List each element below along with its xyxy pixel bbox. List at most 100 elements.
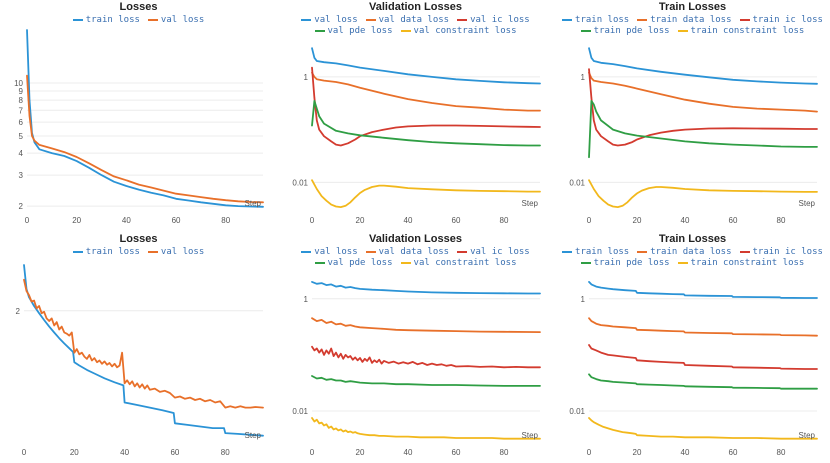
legend-item[interactable]: val loss <box>301 247 358 258</box>
series-line-val-constraint-loss[interactable] <box>311 179 541 209</box>
legend-swatch <box>562 18 573 21</box>
y-tick-label: 1 <box>581 295 586 304</box>
plot-area[interactable]: 0.01 1 0 20 40 60 80 Step <box>277 232 554 463</box>
legend-item[interactable]: train constraint loss <box>677 26 804 37</box>
legend-label: val data loss <box>378 15 450 25</box>
legend-item[interactable]: train loss <box>72 247 140 258</box>
x-tick-label: 80 <box>500 448 509 457</box>
series-line-train-pde-loss[interactable] <box>588 100 818 159</box>
y-tick-label: 1 <box>581 73 586 82</box>
legend-swatch <box>457 250 468 253</box>
legend-item[interactable]: val pde loss <box>314 26 393 37</box>
series-line-val-pde-loss[interactable] <box>311 100 541 147</box>
legend-label: train data loss <box>650 247 732 257</box>
legend-swatch <box>580 261 591 264</box>
series-line-val-data-loss[interactable] <box>311 317 541 333</box>
series-line-val-constraint-loss[interactable] <box>311 417 541 440</box>
legend-swatch <box>147 250 158 253</box>
legend-item[interactable]: train pde loss <box>580 258 670 269</box>
y-tick-label: 4 <box>19 149 24 158</box>
legend-label: val ic loss <box>470 15 530 25</box>
legend-item[interactable]: train data loss <box>637 15 732 26</box>
x-axis-label: Step <box>799 431 816 440</box>
legend-item[interactable]: val constraint loss <box>400 26 516 37</box>
series-line-train-data-loss[interactable] <box>588 317 818 337</box>
legend-item[interactable]: val loss <box>147 15 204 26</box>
series-line-train-constraint-loss[interactable] <box>588 417 818 440</box>
y-tick-label: 5 <box>19 132 24 141</box>
train-losses-chart-bottom: Train Losses train loss train data loss tr… <box>554 232 830 463</box>
legend-item[interactable]: train ic loss <box>739 247 823 258</box>
legend-item[interactable]: val constraint loss <box>400 258 516 269</box>
chart-title: Validation Losses <box>369 1 462 13</box>
series-line-train-constraint-loss[interactable] <box>588 179 818 209</box>
y-tick-label: 0.01 <box>292 407 308 416</box>
legend-item[interactable]: train data loss <box>637 247 732 258</box>
series-line-val-ic-loss[interactable] <box>311 345 541 369</box>
series-line-val-loss[interactable] <box>23 278 264 409</box>
x-axis-label: Step <box>245 431 262 440</box>
legend-item[interactable]: train pde loss <box>580 26 670 37</box>
series-line-train-data-loss[interactable] <box>588 71 818 113</box>
x-tick-label: 80 <box>777 448 786 457</box>
series-line-train-loss[interactable] <box>588 281 818 299</box>
legend-item[interactable]: train constraint loss <box>677 258 804 269</box>
legend-item[interactable]: train loss <box>562 15 629 26</box>
x-tick-label: 80 <box>221 216 230 225</box>
plot-area[interactable]: 0.01 1 0 20 40 60 80 Step <box>554 0 830 231</box>
plot-area[interactable]: 0.01 1 0 20 40 60 80 Step <box>554 232 830 463</box>
x-tick-label: 60 <box>729 448 738 457</box>
validation-losses-chart-top: Validation Losses val loss val data loss v… <box>277 0 554 231</box>
legend-item[interactable]: train loss <box>72 15 140 26</box>
legend-row: val pde loss val constraint loss <box>277 26 554 37</box>
series-line-train-loss[interactable] <box>23 264 264 437</box>
legend-swatch <box>400 29 411 32</box>
legend-row: train pde loss train constraint loss <box>554 26 830 37</box>
legend-swatch <box>72 250 83 253</box>
legend-item[interactable]: train ic loss <box>739 15 823 26</box>
legend-swatch <box>314 29 325 32</box>
legend-item[interactable]: val data loss <box>365 15 450 26</box>
y-tick-label: 9 <box>19 87 24 96</box>
series-line-val-pde-loss[interactable] <box>311 375 541 387</box>
legend-swatch <box>562 250 573 253</box>
legend-row: train loss train data loss train ic loss <box>554 15 830 26</box>
series-line-train-loss[interactable] <box>588 47 818 85</box>
y-tick-label: 3 <box>19 171 24 180</box>
legend-swatch <box>637 18 648 21</box>
x-tick-label: 40 <box>122 216 131 225</box>
legend-row: train loss train data loss train ic loss <box>554 247 830 258</box>
legend-item[interactable]: val pde loss <box>314 258 393 269</box>
series-line-val-loss[interactable] <box>26 74 264 204</box>
series-line-train-ic-loss[interactable] <box>588 68 818 147</box>
legend-item[interactable]: train loss <box>562 247 629 258</box>
series-line-train-ic-loss[interactable] <box>588 344 818 370</box>
series-line-val-loss[interactable] <box>311 281 541 295</box>
legend-item[interactable]: val loss <box>147 247 204 258</box>
legend-swatch <box>301 18 312 21</box>
legend-swatch <box>365 250 376 253</box>
y-tick-label: 0.01 <box>569 407 585 416</box>
legend-item[interactable]: val ic loss <box>457 247 530 258</box>
series-line-val-data-loss[interactable] <box>311 71 541 112</box>
y-tick-label: 1 <box>304 73 309 82</box>
legend-row: train loss val loss <box>0 15 277 26</box>
legend-item[interactable]: val data loss <box>365 247 449 258</box>
x-tick-label: 60 <box>452 448 461 457</box>
legend-label: val pde loss <box>327 258 393 268</box>
legend-item[interactable]: val loss <box>301 15 358 26</box>
chart-legend: train loss train data loss train ic loss tr… <box>554 247 830 269</box>
legend-swatch <box>147 18 158 21</box>
x-tick-label: 20 <box>633 448 642 457</box>
legend-row: val loss val data loss val ic loss <box>277 15 554 26</box>
plot-area[interactable]: 0.01 1 0 20 40 60 80 Step <box>277 0 554 231</box>
series-line-train-loss[interactable] <box>26 29 264 208</box>
series-line-train-pde-loss[interactable] <box>588 373 818 390</box>
legend-row: train pde loss train constraint loss <box>554 258 830 269</box>
series-line-val-loss[interactable] <box>311 47 541 85</box>
y-tick-label: 8 <box>19 96 24 105</box>
legend-label: val loss <box>314 247 358 257</box>
legend-item[interactable]: val ic loss <box>457 15 530 26</box>
